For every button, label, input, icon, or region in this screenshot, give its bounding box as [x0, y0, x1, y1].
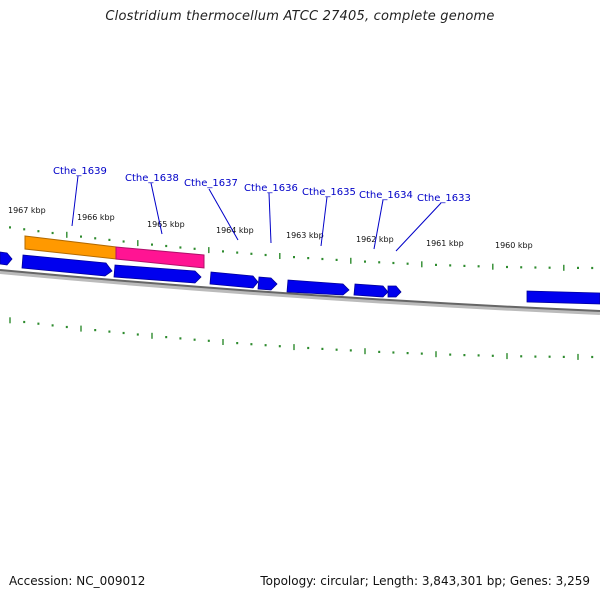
gene-label-cthe-1636[interactable]: Cthe_1636: [244, 183, 298, 194]
label-leader-line: [208, 188, 239, 241]
label-leader-line: [71, 175, 79, 227]
genes-label: Genes:: [509, 574, 552, 588]
selection-highlight[interactable]: [24, 235, 205, 269]
genome-backbone: [0, 269, 600, 312]
gene-labels: Cthe_1639 Cthe_1638 Cthe_1637 Cthe_1636 …: [53, 166, 471, 204]
highlight-orange-segment[interactable]: [24, 235, 117, 260]
accession-info: Accession: NC_009012: [9, 574, 145, 588]
inner-tick-ring: [9, 317, 594, 360]
kbp-marker: 1962 kbp: [356, 235, 394, 244]
kbp-marker: 1963 kbp: [286, 231, 324, 240]
topology-value: circular: [320, 574, 365, 588]
highlight-pink-segment[interactable]: [115, 246, 205, 269]
label-leader-line: [150, 182, 163, 235]
gene-arrow[interactable]: [209, 271, 259, 289]
label-leader-line: [320, 196, 328, 247]
gene-label-cthe-1639[interactable]: Cthe_1639: [53, 166, 107, 177]
kbp-marker: 1965 kbp: [147, 220, 185, 229]
gene-arrow[interactable]: [0, 251, 13, 266]
gene-label-cthe-1634[interactable]: Cthe_1634: [359, 190, 413, 201]
gene-label-cthe-1633[interactable]: Cthe_1633: [417, 193, 471, 204]
kbp-marker-labels: 1967 kbp 1966 kbp 1965 kbp 1964 kbp 1963…: [8, 206, 533, 250]
length-label: Length:: [372, 574, 419, 588]
gene-arrow[interactable]: [387, 285, 402, 298]
gene-arrow[interactable]: [257, 276, 278, 291]
outer-tick-ring: [9, 226, 594, 271]
accession-label: Accession:: [9, 574, 73, 588]
gene-arrow[interactable]: [353, 283, 389, 298]
kbp-marker: 1967 kbp: [8, 206, 46, 215]
gene-arrow[interactable]: [21, 254, 113, 277]
gene-label-cthe-1635[interactable]: Cthe_1635: [302, 187, 356, 198]
topology-label: Topology:: [260, 574, 317, 588]
gene-arrow[interactable]: [526, 290, 600, 305]
label-leader-line: [373, 199, 384, 250]
genome-backbone-shadow: [0, 270, 600, 315]
length-value: 3,843,301 bp: [421, 574, 502, 588]
genome-summary: Topology: circular; Length: 3,843,301 bp…: [260, 574, 590, 588]
genes-value: 3,259: [555, 574, 590, 588]
kbp-marker: 1966 kbp: [77, 213, 115, 222]
gene-label-cthe-1637[interactable]: Cthe_1637: [184, 178, 238, 189]
label-leader-line: [395, 202, 442, 252]
kbp-marker: 1964 kbp: [216, 226, 254, 235]
kbp-marker: 1960 kbp: [495, 241, 533, 250]
label-leader-line: [268, 192, 272, 244]
accession-value: NC_009012: [76, 574, 146, 588]
gene-track: [0, 251, 600, 305]
gene-label-cthe-1638[interactable]: Cthe_1638: [125, 173, 179, 184]
gene-label-leaders: [71, 175, 442, 252]
genome-title: Clostridium thermocellum ATCC 27405, com…: [105, 9, 495, 24]
gene-arrow[interactable]: [286, 279, 350, 296]
gene-arrow[interactable]: [113, 264, 202, 284]
kbp-marker: 1961 kbp: [426, 239, 464, 248]
